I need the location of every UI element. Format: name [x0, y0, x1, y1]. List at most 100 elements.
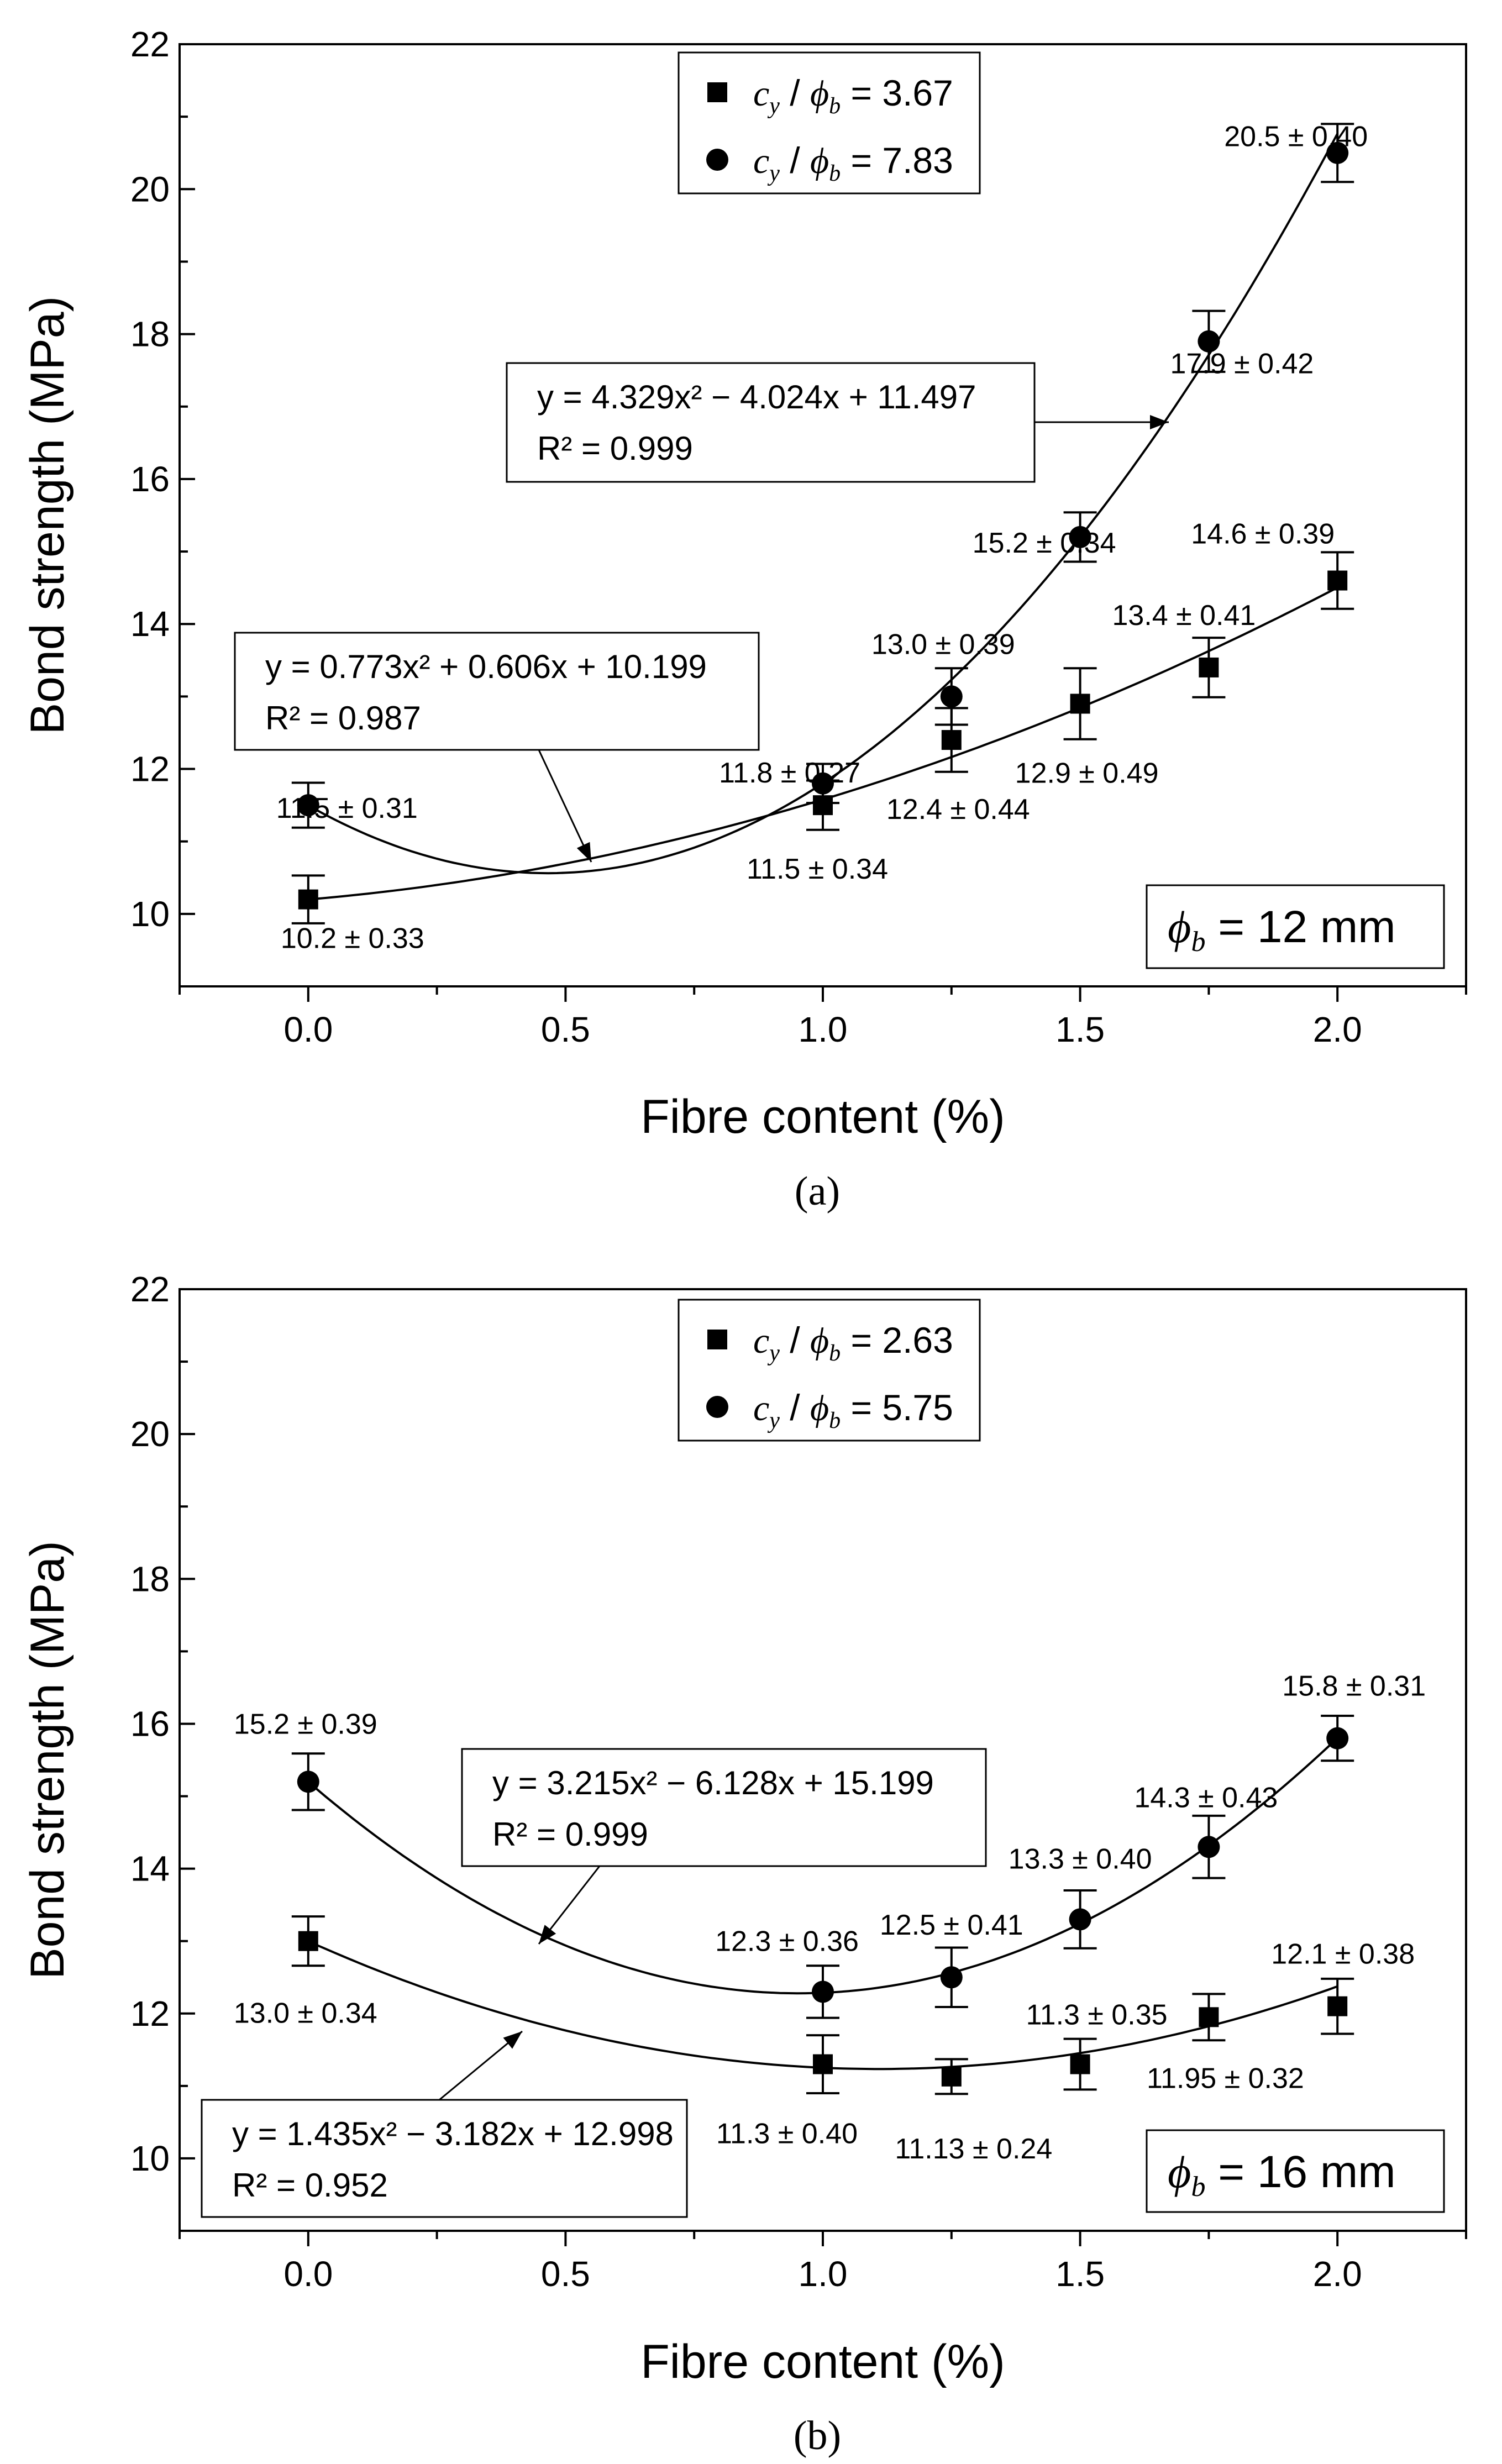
y-tick-label: 10 [130, 2139, 170, 2178]
data-label: 14.6 ± 0.39 [1191, 518, 1335, 550]
bar-diameter-box [1146, 884, 1445, 969]
legend-c: c [753, 141, 769, 181]
data-label: 13.4 ± 0.41 [1112, 600, 1256, 632]
data-point-circle [297, 794, 319, 817]
y-tick-label: 14 [130, 604, 170, 644]
bar-diameter-label: ϕb = 16 mm [1168, 2147, 1396, 2203]
legend-marker-circle [706, 149, 728, 171]
x-tick-label: 0.5 [541, 2254, 590, 2294]
legend-sub-b: b [829, 161, 841, 186]
legend-phi: ϕ [810, 73, 829, 114]
x-tick-label: 1.5 [1055, 2254, 1105, 2294]
data-point-circle [1198, 1836, 1220, 1858]
x-tick-label: 1.5 [1055, 1010, 1105, 1049]
fit-r-squared: R² = 0.987 [265, 700, 421, 737]
y-tick-label: 22 [130, 1269, 170, 1309]
data-point-circle [940, 1966, 963, 1989]
fit-r-squared: R² = 0.999 [537, 430, 693, 467]
data-label: 14.3 ± 0.43 [1134, 1782, 1278, 1814]
data-label: 15.2 ± 0.34 [973, 527, 1116, 559]
diameter-sub-b: b [1191, 926, 1205, 958]
legend-rhs: = 2.63 [841, 1320, 953, 1360]
data-label: 13.0 ± 0.34 [234, 1998, 377, 2030]
x-tick-label: 1.0 [799, 1010, 848, 1049]
diameter-value: = 12 mm [1205, 902, 1395, 952]
legend-entry: cy / ϕb = 3.67 [753, 72, 953, 119]
data-label: 13.0 ± 0.39 [871, 628, 1015, 660]
equation-arrowhead [503, 2031, 522, 2049]
y-tick-label: 20 [130, 169, 170, 209]
equation-box [506, 362, 1036, 483]
legend-c: c [753, 73, 769, 114]
data-label: 11.3 ± 0.40 [716, 2118, 858, 2150]
data-point-circle [1069, 526, 1091, 548]
data-point-square [813, 2054, 833, 2074]
panel-label: (b) [794, 2413, 841, 2458]
equation-arrowhead [1150, 415, 1169, 429]
legend-phi: ϕ [810, 1321, 829, 1361]
data-label: 11.95 ± 0.32 [1147, 2062, 1304, 2094]
legend-marker-square [707, 1330, 727, 1349]
data-point-square [298, 889, 318, 910]
equation-arrow-line [538, 749, 592, 863]
data-label: 11.5 ± 0.34 [747, 853, 888, 885]
legend-phi: ϕ [810, 141, 829, 181]
diameter-value: = 16 mm [1205, 2147, 1395, 2197]
legend-slash: / [780, 1320, 810, 1360]
data-label: 11.3 ± 0.35 [1026, 1999, 1168, 2031]
equation-box [201, 2099, 688, 2218]
legend-slash: / [780, 140, 810, 181]
data-label: 12.3 ± 0.36 [715, 1925, 859, 1957]
legend-rhs: = 5.75 [841, 1387, 953, 1428]
legend-slash: / [780, 1387, 810, 1428]
panel-label: (a) [795, 1169, 840, 1214]
chart-panel-a: 10 12 14 16 18 20 22 0.0 0.5 1.0 1.5 2.0 Fibre conte… [21, 24, 1467, 1214]
fit-equation: y = 4.329x² − 4.024x + 11.497 [537, 379, 976, 416]
legend-sub-b: b [829, 93, 841, 119]
fit-r-squared: R² = 0.952 [232, 2167, 388, 2204]
data-point-circle [1326, 141, 1349, 164]
legend-rhs: = 3.67 [841, 72, 953, 113]
legend-marker-square [707, 82, 727, 102]
data-label: 13.3 ± 0.40 [1009, 1843, 1152, 1875]
equation-box [234, 632, 760, 751]
legend-c: c [753, 1321, 769, 1361]
bar-diameter-label: ϕb = 12 mm [1168, 902, 1396, 958]
x-tick-label: 0.0 [283, 2254, 333, 2294]
data-label: 12.4 ± 0.44 [886, 794, 1030, 826]
equation-arrowhead [576, 842, 591, 862]
data-point-square [941, 730, 962, 750]
data-point-circle [812, 772, 834, 795]
data-point-square [1199, 657, 1219, 677]
data-point-square [1327, 1996, 1348, 2016]
legend-sub-b: b [829, 1341, 841, 1366]
data-point-circle [1326, 1727, 1349, 1750]
data-label: 15.8 ± 0.31 [1282, 1670, 1426, 1703]
data-point-square [1070, 2054, 1090, 2074]
data-point-circle [940, 685, 963, 708]
legend-sub-b: b [829, 1408, 841, 1433]
y-tick-label: 20 [130, 1414, 170, 1454]
data-label: 11.13 ± 0.24 [895, 2133, 1052, 2165]
fit-equation: y = 0.773x² + 0.606x + 10.199 [265, 648, 707, 685]
legend-entry: cy / ϕb = 7.83 [753, 140, 953, 186]
y-tick-label: 18 [130, 1559, 170, 1599]
y-tick-label: 14 [130, 1849, 170, 1889]
x-tick-label: 0.5 [541, 1010, 590, 1049]
y-axis-title: Bond strength (MPa) [21, 1541, 74, 1979]
y-axis-title: Bond strength (MPa) [21, 296, 74, 734]
chart-panel-b: 10 12 14 16 18 20 22 0.0 0.5 1.0 1.5 2.0 Fibre conte… [21, 1269, 1467, 2458]
y-tick-label: 16 [130, 1704, 170, 1743]
legend-entry: cy / ϕb = 5.75 [753, 1387, 953, 1433]
legend-rhs: = 7.83 [841, 140, 953, 181]
x-axis-title: Fibre content (%) [640, 2335, 1005, 2388]
data-point-square [941, 2066, 962, 2087]
legend-entry: cy / ϕb = 2.63 [753, 1320, 953, 1366]
y-tick-label: 12 [130, 1994, 170, 2034]
data-point-circle [1198, 330, 1220, 353]
y-tick-label: 22 [130, 24, 170, 64]
x-tick-label: 2.0 [1313, 2254, 1362, 2294]
legend-sub-y: y [767, 161, 780, 186]
data-label: 15.2 ± 0.39 [234, 1708, 377, 1740]
